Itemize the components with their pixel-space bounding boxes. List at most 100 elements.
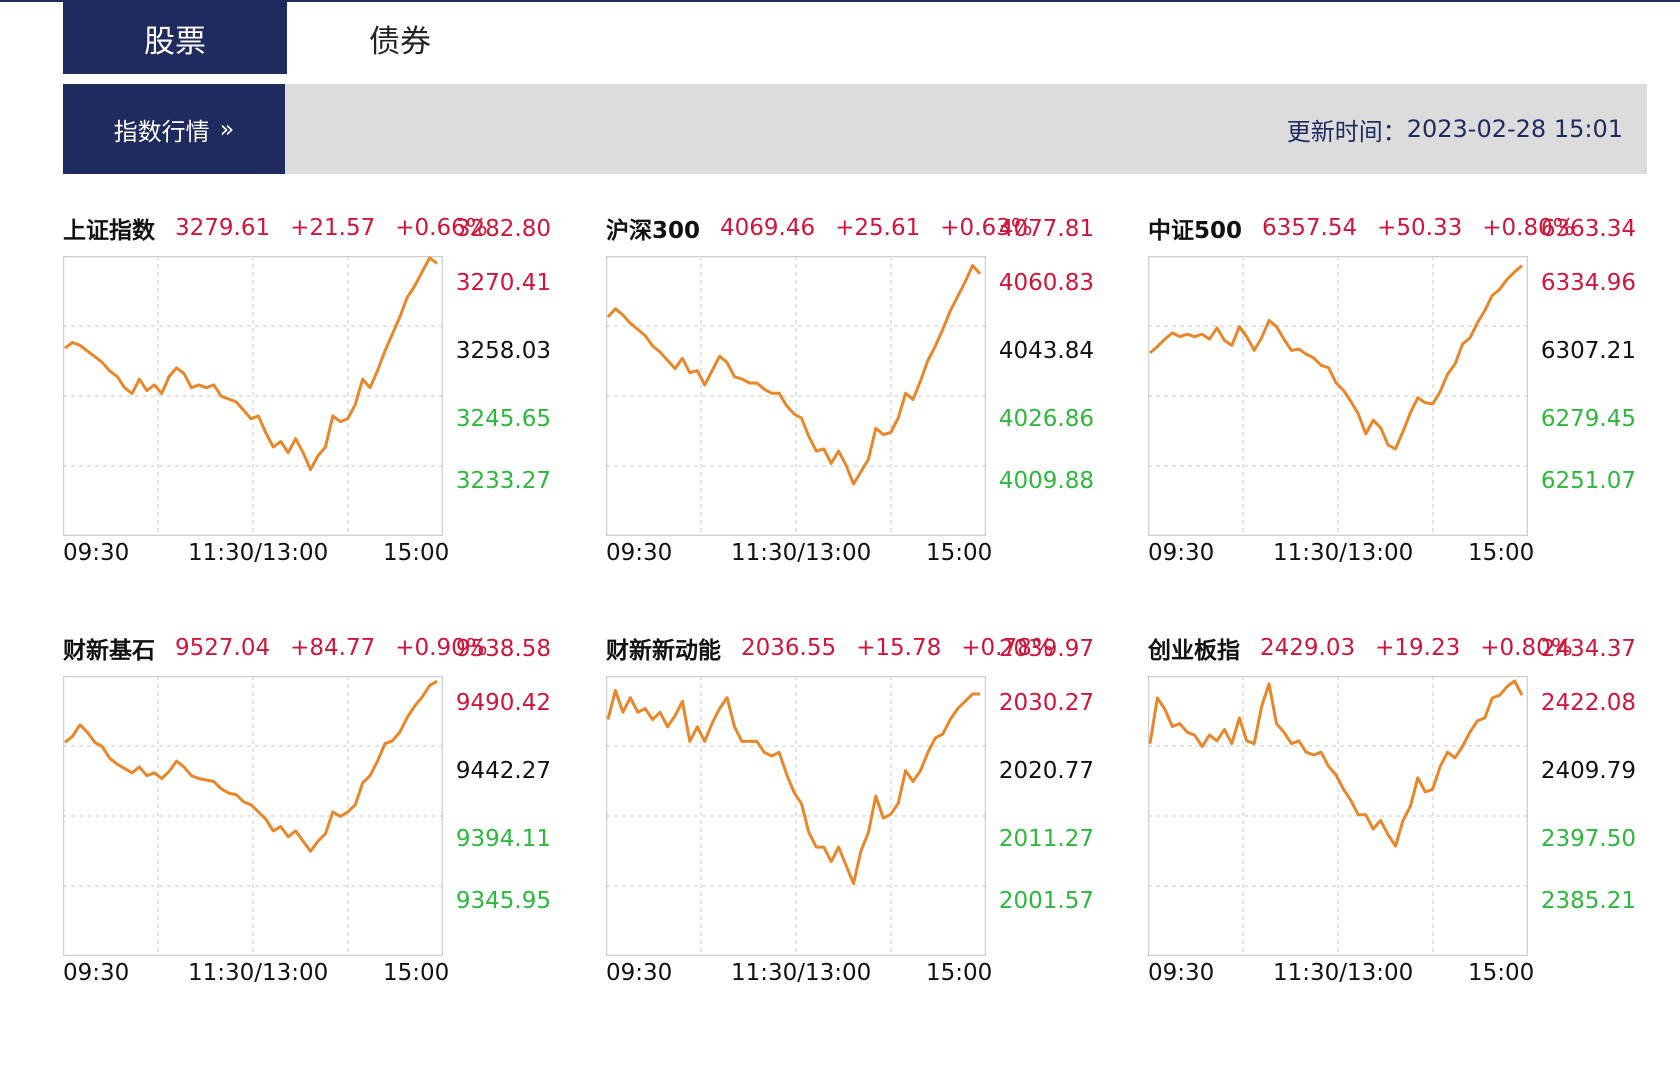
- index-name: 财新基石: [63, 638, 155, 664]
- index-name: 沪深300: [606, 218, 701, 244]
- y-tick-label: 2397.50: [1540, 826, 1636, 852]
- x-tick-label: 15:00: [383, 540, 450, 566]
- index-change: +25.61: [835, 215, 921, 241]
- x-tick-label: 11:30/13:00: [731, 540, 872, 566]
- double-chevron-right-icon: »: [219, 115, 235, 143]
- y-tick-label: 3233.27: [455, 468, 551, 494]
- index-header: 财新新动能 2036.55 +15.78 +0.78%: [606, 630, 1074, 666]
- index-panel[interactable]: 沪深300 4069.46 +25.61 +0.63% 4077.81 4060.83 40…: [606, 210, 1106, 580]
- index-header: 上证指数 3279.61 +21.57 +0.66%: [63, 210, 508, 246]
- intraday-chart: [63, 256, 443, 536]
- x-tick-label: 09:30: [63, 960, 130, 986]
- x-tick-label: 09:30: [63, 540, 130, 566]
- y-tick-label: 3258.03: [455, 338, 551, 364]
- y-tick-label: 9394.11: [455, 826, 551, 852]
- index-header: 中证500 6357.54 +50.33 +0.80%: [1148, 210, 1595, 246]
- index-header: 沪深300 4069.46 +25.61 +0.63%: [606, 210, 1053, 246]
- y-tick-label: 2011.27: [998, 826, 1094, 852]
- chart-plot: [63, 676, 443, 956]
- index-name: 中证500: [1148, 218, 1243, 244]
- y-tick-label: 6251.07: [1540, 468, 1636, 494]
- tab-stocks[interactable]: 股票: [63, 2, 287, 74]
- index-price: 9527.04: [175, 635, 271, 661]
- chart-plot: [1148, 256, 1528, 536]
- index-panel[interactable]: 财新基石 9527.04 +84.77 +0.90% 9538.58 9490.42 944…: [63, 630, 563, 1000]
- y-tick-label: 4026.86: [998, 406, 1094, 432]
- index-header: 创业板指 2429.03 +19.23 +0.80%: [1148, 630, 1593, 666]
- index-price: 6357.54: [1262, 215, 1358, 241]
- y-tick-label: 4077.81: [998, 216, 1094, 242]
- tab-bonds[interactable]: 债券: [369, 23, 431, 60]
- index-panel[interactable]: 创业板指 2429.03 +19.23 +0.80% 2434.37 2422.08 240…: [1148, 630, 1648, 1000]
- index-change: +19.23: [1375, 635, 1461, 661]
- x-tick-label: 15:00: [926, 960, 993, 986]
- chart-plot: [606, 676, 986, 956]
- y-tick-label: 9442.27: [455, 758, 551, 784]
- x-tick-label: 11:30/13:00: [1273, 540, 1414, 566]
- x-tick-label: 09:30: [1148, 540, 1215, 566]
- y-tick-label: 6363.34: [1540, 216, 1636, 242]
- index-change: +15.78: [856, 635, 942, 661]
- index-change-pct: +0.78%: [961, 635, 1054, 661]
- y-tick-label: 2030.27: [998, 690, 1094, 716]
- x-tick-label: 15:00: [1468, 540, 1535, 566]
- y-tick-label: 2434.37: [1540, 636, 1636, 662]
- y-tick-label: 3245.65: [455, 406, 551, 432]
- series-line: [606, 688, 980, 886]
- index-change-pct: +0.80%: [1482, 215, 1575, 241]
- top-border: [0, 0, 1680, 2]
- x-tick-label: 15:00: [1468, 960, 1535, 986]
- x-tick-label: 09:30: [606, 540, 673, 566]
- index-change: +84.77: [290, 635, 376, 661]
- chart-plot: [63, 256, 443, 536]
- index-price: 2429.03: [1260, 635, 1356, 661]
- index-change-pct: +0.63%: [940, 215, 1033, 241]
- chart-plot: [1148, 676, 1528, 956]
- intraday-chart: [63, 676, 443, 956]
- index-price: 3279.61: [175, 215, 271, 241]
- index-price: 2036.55: [741, 635, 837, 661]
- y-tick-label: 6334.96: [1540, 270, 1636, 296]
- y-tick-label: 4009.88: [998, 468, 1094, 494]
- x-tick-label: 11:30/13:00: [188, 540, 329, 566]
- y-tick-label: 3282.80: [455, 216, 551, 242]
- section-bar: 指数行情 » 更新时间： 2023-02-28 15:01: [63, 84, 1647, 174]
- y-tick-label: 9345.95: [455, 888, 551, 914]
- series-line: [64, 256, 438, 472]
- y-tick-label: 6307.21: [1540, 338, 1636, 364]
- y-tick-label: 3270.41: [455, 270, 551, 296]
- y-tick-label: 2422.08: [1540, 690, 1636, 716]
- index-header: 财新基石 9527.04 +84.77 +0.90%: [63, 630, 508, 666]
- intraday-chart: [606, 256, 986, 536]
- intraday-chart: [1148, 676, 1528, 956]
- y-tick-label: 2020.77: [998, 758, 1094, 784]
- index-panel[interactable]: 财新新动能 2036.55 +15.78 +0.78% 2039.97 2030.27 20…: [606, 630, 1106, 1000]
- intraday-chart: [606, 676, 986, 956]
- index-panel[interactable]: 中证500 6357.54 +50.33 +0.80% 6363.34 6334.96 63…: [1148, 210, 1648, 580]
- update-label: 更新时间：: [1286, 117, 1407, 146]
- x-tick-label: 15:00: [926, 540, 993, 566]
- index-change: +50.33: [1377, 215, 1463, 241]
- series-line: [1149, 264, 1523, 451]
- index-change-pct: +0.90%: [395, 635, 488, 661]
- index-price: 4069.46: [720, 215, 816, 241]
- index-change: +21.57: [290, 215, 376, 241]
- x-tick-label: 09:30: [1148, 960, 1215, 986]
- update-time-value: 2023-02-28 15:01: [1406, 115, 1623, 143]
- y-tick-label: 2039.97: [998, 636, 1094, 662]
- x-tick-label: 09:30: [606, 960, 673, 986]
- index-panel[interactable]: 上证指数 3279.61 +21.57 +0.66% 3282.80 3270.41 325…: [63, 210, 563, 580]
- y-tick-label: 4060.83: [998, 270, 1094, 296]
- series-line: [1148, 679, 1524, 848]
- x-tick-label: 11:30/13:00: [1273, 960, 1414, 986]
- index-change-pct: +0.80%: [1480, 635, 1573, 661]
- y-tick-label: 6279.45: [1540, 406, 1636, 432]
- section-label: 指数行情: [113, 117, 210, 146]
- index-quotes-link[interactable]: 指数行情 »: [63, 84, 285, 174]
- index-name: 财新新动能: [606, 638, 721, 664]
- y-tick-label: 2385.21: [1540, 888, 1636, 914]
- index-name: 创业板指: [1148, 638, 1240, 664]
- x-tick-label: 11:30/13:00: [188, 960, 329, 986]
- x-tick-label: 15:00: [383, 960, 450, 986]
- x-tick-label: 11:30/13:00: [731, 960, 872, 986]
